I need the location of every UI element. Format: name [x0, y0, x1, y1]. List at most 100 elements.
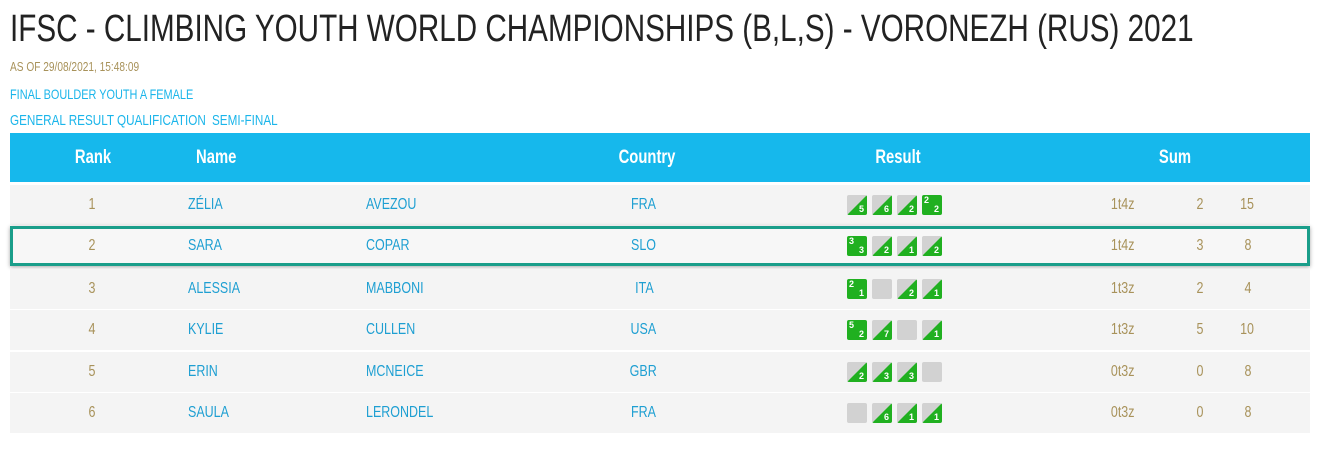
zone-attempts: 3 — [908, 371, 914, 381]
boulder-result: 3 — [897, 362, 917, 382]
boulder-result: 2 — [897, 279, 917, 299]
sum: 0t3z — [1110, 363, 1135, 380]
top-attempts: 0 — [1196, 363, 1204, 380]
boulder-result: 7 — [872, 320, 892, 340]
zone-attempts: 1 — [908, 245, 914, 255]
zone-attempts: 2 — [858, 371, 864, 381]
country: FRA — [631, 404, 656, 421]
zone-attempts: 5 — [858, 204, 864, 214]
rank: 6 — [88, 404, 96, 421]
zone-attempts: 2 — [883, 245, 889, 255]
result-row[interactable]: 1 ZÉLIA AVEZOU FRA 5 6 2 2 2 1t4z 2 15 — [10, 185, 1310, 225]
boulder-result: 2 — [872, 236, 892, 256]
zone-attempts: 2 — [933, 204, 939, 214]
country: ITA — [635, 280, 654, 297]
sum: 1t4z — [1110, 196, 1135, 213]
zone-marker — [922, 279, 942, 299]
zone-attempts: 1 — [908, 412, 914, 422]
top-attempts: 3 — [849, 236, 855, 246]
top-attempts: 2 — [1196, 196, 1204, 213]
rank: 4 — [88, 321, 96, 338]
sum: 1t3z — [1110, 321, 1135, 338]
first-name: ZÉLIA — [188, 196, 223, 213]
sum: 0t3z — [1110, 404, 1135, 421]
zone-attempts: 8 — [1244, 237, 1252, 254]
zone-attempts: 2 — [908, 204, 914, 214]
column-header: Rank — [74, 147, 112, 168]
tab[interactable]: SEMI-FINAL — [212, 112, 278, 129]
country: USA — [630, 321, 657, 338]
table-header: Rank Name Country Result Sum — [10, 133, 1310, 182]
sum: 1t3z — [1110, 280, 1135, 297]
zone-marker — [897, 403, 917, 423]
zone-attempts: 2 — [933, 245, 939, 255]
top-attempts: 0 — [1196, 404, 1204, 421]
result-row[interactable]: 3 ALESSIA MABBONI ITA 2 1 2 1 1t3z 2 4 — [10, 269, 1310, 309]
boulder-result: 2 — [847, 362, 867, 382]
zone-attempts: 2 — [908, 288, 914, 298]
boulder-result — [847, 403, 867, 423]
last-name: MCNEICE — [366, 363, 424, 380]
zone-marker — [922, 403, 942, 423]
top-attempts: 3 — [1196, 237, 1204, 254]
tab[interactable]: QUALIFICATION — [117, 112, 206, 129]
boulder-result: 5 — [847, 195, 867, 215]
rank: 1 — [88, 196, 96, 213]
boulder-result: 1 — [922, 279, 942, 299]
timestamp: AS OF 29/08/2021, 15:48:09 — [10, 59, 140, 74]
title: IFSC - CLIMBING YOUTH WORLD CHAMPIONSHIP… — [10, 8, 1194, 50]
boulder-result: 1 — [897, 403, 917, 423]
tab[interactable]: GENERAL RESULT — [10, 112, 115, 129]
zone-attempts: 3 — [858, 245, 864, 255]
zone-marker — [872, 403, 892, 423]
zone-attempts: 1 — [933, 329, 939, 339]
zone-attempts: 10 — [1240, 321, 1254, 338]
last-name: CULLEN — [366, 321, 416, 338]
event-link[interactable]: FINAL BOULDER YOUTH A FEMALE — [10, 86, 194, 102]
boulder-result: 1 — [897, 236, 917, 256]
top-attempts: 2 — [924, 195, 930, 205]
first-name: KYLIE — [188, 321, 224, 338]
zone-attempts: 4 — [1244, 280, 1252, 297]
last-name: MABBONI — [366, 280, 424, 297]
rank: 3 — [88, 280, 96, 297]
zone-attempts: 6 — [883, 204, 889, 214]
boulder-result — [872, 279, 892, 299]
boulder-result: 1 — [922, 403, 942, 423]
column-header: Sum — [1158, 147, 1192, 168]
zone-marker — [872, 320, 892, 340]
first-name: ALESSIA — [188, 280, 241, 297]
result-row[interactable]: 2 SARA COPAR SLO 3 3 2 1 2 1t4z 3 8 — [10, 226, 1310, 266]
boulder-result: 2 — [922, 236, 942, 256]
zone-marker — [872, 362, 892, 382]
country: SLO — [630, 237, 656, 254]
rank: 5 — [88, 363, 96, 380]
boulder-result: 2 — [897, 195, 917, 215]
boulder-result: 3 — [872, 362, 892, 382]
zone-marker — [897, 362, 917, 382]
zone-attempts: 8 — [1244, 404, 1252, 421]
top-attempts: 5 — [1196, 321, 1204, 338]
country: GBR — [629, 363, 657, 380]
zone-attempts: 6 — [883, 412, 889, 422]
boulder-result — [897, 320, 917, 340]
country: FRA — [631, 196, 656, 213]
result-row[interactable]: 4 KYLIE CULLEN USA 5 2 7 1 1t3z 5 10 — [10, 310, 1310, 350]
zone-marker — [897, 195, 917, 215]
zone-marker — [847, 362, 867, 382]
column-header: Country — [618, 147, 676, 168]
first-name: SARA — [188, 237, 222, 254]
rank: 2 — [88, 237, 96, 254]
zone-attempts: 1 — [858, 288, 864, 298]
zone-marker — [897, 236, 917, 256]
top-attempts: 2 — [1196, 280, 1204, 297]
result-row[interactable]: 5 ERIN MCNEICE GBR 2 3 3 0t3z 0 8 — [10, 352, 1310, 392]
boulder-result: 6 — [872, 403, 892, 423]
boulder-result: 6 — [872, 195, 892, 215]
result-row[interactable]: 6 SAULA LERONDEL FRA 6 1 1 0t3z 0 8 — [10, 393, 1310, 433]
first-name: SAULA — [188, 404, 229, 421]
